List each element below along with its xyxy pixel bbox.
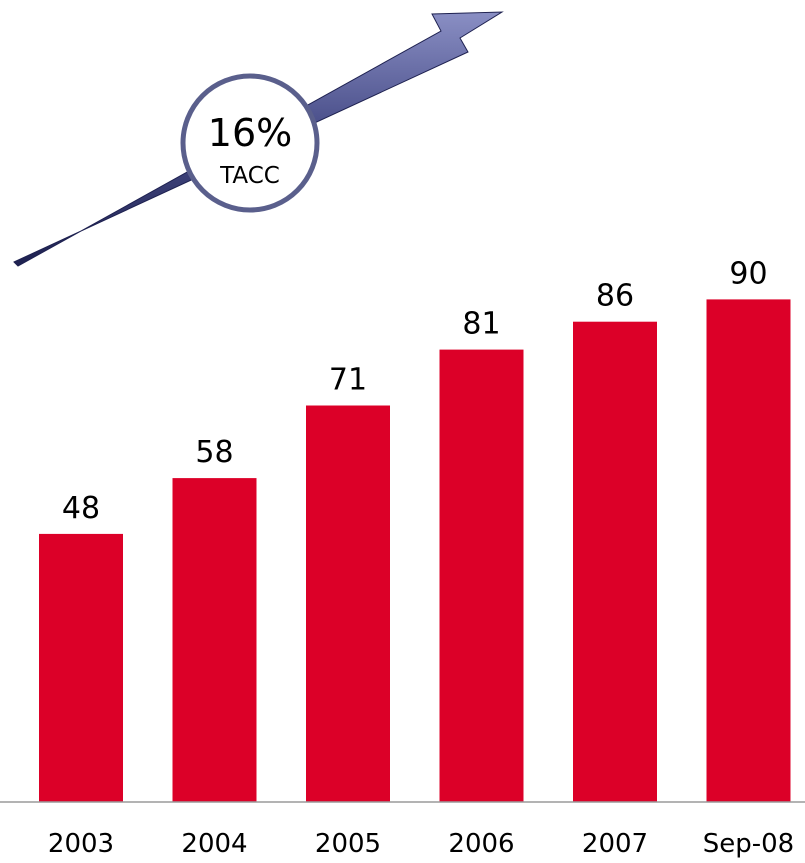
data-label-2005: 71: [329, 363, 367, 398]
x-tick-label-2003: 2003: [48, 829, 114, 859]
data-label-2004: 58: [195, 435, 233, 470]
bar-2005: [306, 405, 390, 802]
data-label-2007: 86: [596, 279, 634, 314]
x-tick-label-sep-08: Sep-08: [703, 829, 794, 859]
tacc-badge: 16% TACC: [180, 73, 320, 213]
tacc-badge-caption: TACC: [219, 163, 280, 189]
x-tick-label-2005: 2005: [315, 829, 381, 859]
data-label-sep-08: 90: [729, 256, 767, 291]
bar-2004: [172, 478, 257, 802]
data-label-2006: 81: [462, 307, 500, 342]
tacc-badge-value: 16%: [208, 111, 292, 155]
bar-2006: [439, 349, 524, 802]
x-tick-label-2004: 2004: [181, 829, 247, 859]
x-tick-label-2006: 2006: [448, 829, 514, 859]
bar-2003: [39, 533, 123, 802]
bar-sep-08: [706, 299, 791, 802]
bar-2007: [573, 321, 657, 802]
data-label-2003: 48: [62, 491, 100, 526]
x-tick-label-2007: 2007: [582, 829, 648, 859]
tacc-badge-ring: [180, 73, 320, 213]
